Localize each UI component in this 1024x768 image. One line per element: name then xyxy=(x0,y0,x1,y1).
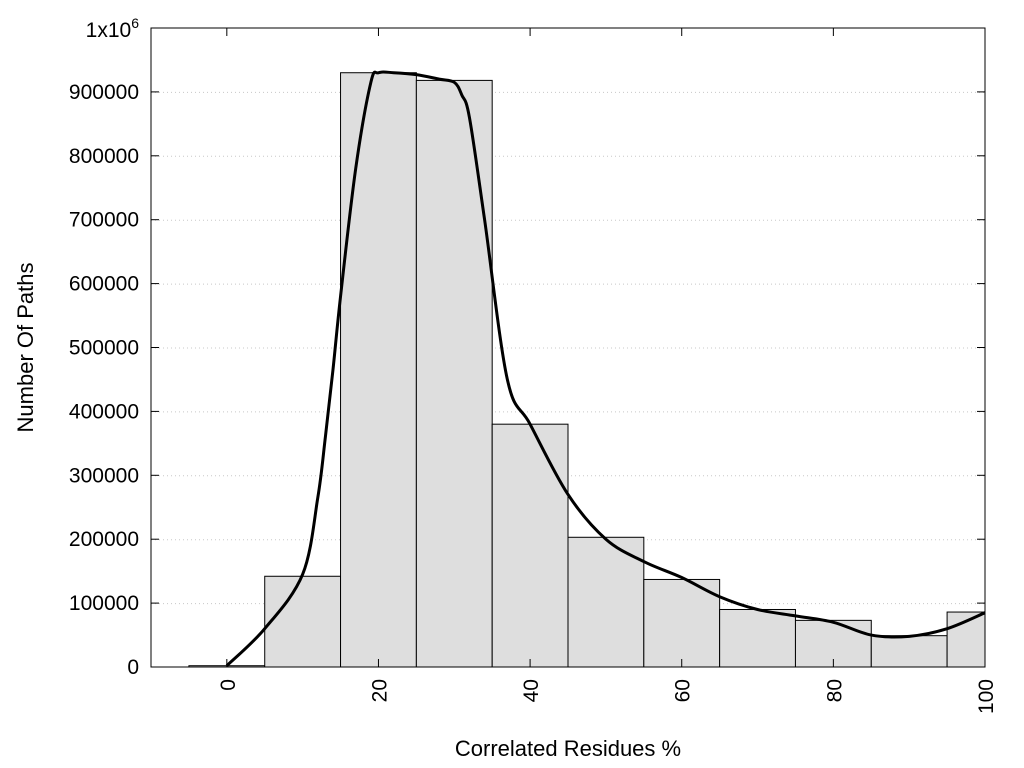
histogram-bar xyxy=(870,635,948,668)
histogram-bar xyxy=(719,608,796,668)
x-tick-label: 40 xyxy=(520,679,543,702)
y-tick-label: 700000 xyxy=(69,209,139,232)
y-tick-label: 100000 xyxy=(69,592,139,615)
density-curve xyxy=(225,70,986,667)
y-tick-label: 600000 xyxy=(69,273,139,296)
y-tick-label: 900000 xyxy=(69,81,139,104)
histogram-bar xyxy=(264,575,342,668)
y-tick-label: 400000 xyxy=(69,400,139,423)
x-tick-label: 0 xyxy=(217,679,240,691)
x-axis-title: Correlated Residues % xyxy=(455,736,681,761)
histogram-bar xyxy=(415,79,493,668)
x-axis-ticks: 0 20 40 60 80 100 xyxy=(217,28,998,714)
x-tick-label: 20 xyxy=(368,679,391,702)
density-curve-line xyxy=(225,70,986,667)
y-tick-label: 800000 xyxy=(69,145,139,168)
y-tick-label-top: 1x106 xyxy=(86,15,140,42)
y-axis-ticks: 0 100000 200000 300000 400000 500000 600000 700… xyxy=(69,27,985,679)
histogram-bar xyxy=(491,423,569,668)
y-tick-label: 300000 xyxy=(69,464,139,487)
y-tick-label: 0 xyxy=(127,656,139,679)
y-top-exponent: 6 xyxy=(131,15,139,31)
y-tick-label: 200000 xyxy=(69,528,139,551)
histogram-bar xyxy=(340,72,417,668)
x-tick-label: 100 xyxy=(975,679,998,714)
histogram-bar xyxy=(567,536,645,668)
x-tick-label: 80 xyxy=(823,679,846,702)
histogram-bars xyxy=(188,72,986,668)
y-axis-title: Number Of Paths xyxy=(13,263,38,433)
y-tick-label: 500000 xyxy=(69,337,139,360)
y-top-mantissa: 1x10 xyxy=(86,19,132,42)
x-tick-label: 60 xyxy=(672,679,695,702)
